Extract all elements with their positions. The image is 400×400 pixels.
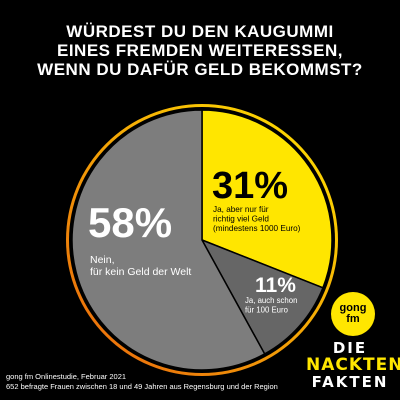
title-line-3: WENN DU DAFÜR GELD BEKOMMST?	[37, 60, 363, 79]
slice-description-1-line-2: richtig viel Geld	[213, 215, 269, 224]
slice-description-1-line-1: Ja, aber nur für	[213, 205, 269, 214]
slice-description-2-line-1: Ja, auch schon	[245, 296, 297, 305]
source-line-1: gong fm Onlinestudie, Februar 2021	[6, 372, 127, 381]
nf-logo-line-3: FAKTEN	[311, 373, 389, 391]
slice-percent-label-2: 11%	[255, 274, 296, 297]
source-note: gong fm Onlinestudie, Februar 2021 652 b…	[6, 372, 278, 392]
slice-description-3-line-2: für kein Geld der Welt	[90, 266, 191, 278]
pie-slice-3	[71, 109, 266, 371]
pie-slice-2	[200, 238, 324, 355]
slice-percent-label-3: 58%	[88, 199, 172, 246]
slice-description-2-line-2: für 100 Euro	[245, 306, 289, 315]
gong-logo-line-1: gong	[339, 302, 367, 314]
title-line-1: WÜRDEST DU DEN KAUGUMMI	[66, 22, 334, 41]
gong-logo-line-2: fm	[346, 313, 360, 325]
slice-description-1-line-3: (mindestens 1000 Euro)	[213, 224, 301, 233]
nf-logo-line-2: NACKTEN	[306, 355, 400, 375]
nf-logo-line-1: DIE	[332, 339, 368, 357]
gong-fm-logo: gong fm	[331, 292, 375, 336]
slice-description-3-line-1: Nein,	[90, 254, 115, 266]
source-line-2: 652 befragte Frauen zwischen 18 und 49 J…	[6, 382, 278, 391]
pie-slice-1	[201, 109, 333, 289]
chart-title: WÜRDEST DU DEN KAUGUMMI EINES FREMDEN WE…	[0, 22, 400, 79]
nackte-fakten-logo: DIE NACKTEN FAKTEN	[306, 339, 400, 391]
title-line-2: EINES FREMDEN WEITERESSEN,	[57, 41, 343, 60]
slice-percent-label-1: 31%	[212, 165, 288, 207]
